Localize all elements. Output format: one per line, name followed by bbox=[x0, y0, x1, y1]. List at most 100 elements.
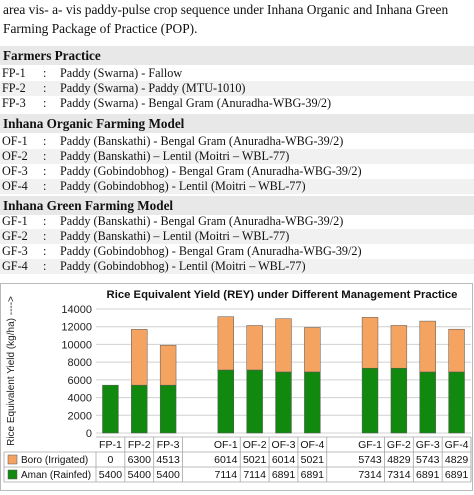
x-tick-label: GF-3 bbox=[416, 439, 440, 451]
rey-chart: Rice Equivalent Yield (REY) under Differ… bbox=[3, 289, 472, 483]
row-code: GF-1 bbox=[2, 214, 28, 228]
bar-segment bbox=[275, 318, 292, 373]
legend-swatch bbox=[7, 454, 18, 465]
row-description: Paddy (Banskathi) – Lentil (Moitri – WBL… bbox=[60, 149, 290, 163]
row-code: GF-3 bbox=[2, 244, 28, 258]
bar-segment bbox=[102, 384, 119, 434]
table-row: GF-4 : Paddy (Gobindobhog) - Lentil (Moi… bbox=[0, 259, 474, 274]
row-colon: : bbox=[43, 134, 47, 148]
table-row: GF-3 : Paddy (Gobindobhog) - Bengal Gram… bbox=[0, 244, 474, 259]
intro-line-2: Farming Package of Practice (POP). bbox=[3, 21, 198, 36]
row-code: OF-3 bbox=[2, 164, 28, 178]
table-row: GF-1 : Paddy (Banskathi) - Bengal Gram (… bbox=[0, 214, 474, 229]
data-label: 5743 bbox=[416, 454, 440, 466]
table-row: OF-4 : Paddy (Gobindobhog) - Lentil (Moi… bbox=[0, 179, 474, 194]
x-tick-label: GF-2 bbox=[387, 439, 411, 451]
bar-segment bbox=[246, 325, 263, 371]
table-row: FP-2 : Paddy (Swarna) - Paddy (MTU-1010) bbox=[0, 81, 474, 96]
data-label: 5021 bbox=[243, 454, 267, 466]
y-tick-label: 14000 bbox=[61, 304, 92, 316]
bar-segment bbox=[159, 384, 177, 434]
y-tick-label: 8000 bbox=[68, 357, 92, 369]
row-description: Paddy (Banskathi) - Bengal Gram (Anuradh… bbox=[60, 134, 344, 148]
table-row: OF-2 : Paddy (Banskathi) – Lentil (Moitr… bbox=[0, 149, 474, 164]
x-tick-label: FP-1 bbox=[99, 439, 122, 451]
bar-segment bbox=[390, 367, 408, 434]
data-label: 5743 bbox=[358, 454, 382, 466]
table-row: OF-3 : Paddy (Gobindobhog) - Bengal Gram… bbox=[0, 164, 474, 179]
data-label: 4829 bbox=[387, 454, 411, 466]
row-colon: : bbox=[43, 179, 47, 193]
bar-segment bbox=[419, 371, 436, 434]
data-label: 6891 bbox=[272, 469, 296, 481]
data-label: 6300 bbox=[128, 454, 152, 466]
bar-segment bbox=[448, 328, 465, 373]
y-tick-label: 6000 bbox=[68, 375, 92, 387]
row-description: Paddy (Gobindobhog) - Bengal Gram (Anura… bbox=[60, 244, 362, 258]
data-label: 7314 bbox=[358, 469, 382, 481]
data-label: 5400 bbox=[128, 469, 152, 481]
x-tick-label: FP-2 bbox=[128, 439, 151, 451]
bar-segment bbox=[448, 371, 465, 434]
row-description: Paddy (Banskathi) – Lentil (Moitri – WBL… bbox=[60, 229, 290, 243]
data-label: 7114 bbox=[243, 469, 266, 481]
bar-segment bbox=[304, 327, 321, 373]
x-tick-label: OF-4 bbox=[300, 439, 324, 451]
rey-chart-panel: Rice Equivalent Yield (REY) under Differ… bbox=[0, 283, 473, 491]
bar-segment bbox=[419, 320, 436, 373]
row-code: GF-2 bbox=[2, 229, 28, 243]
bar-segment bbox=[246, 369, 263, 434]
data-label: 4829 bbox=[445, 454, 469, 466]
x-tick-label: GF-1 bbox=[358, 439, 382, 451]
row-colon: : bbox=[43, 259, 47, 273]
x-tick-label: OF-2 bbox=[243, 439, 267, 451]
y-tick-label: 0 bbox=[86, 428, 92, 440]
row-colon: : bbox=[43, 149, 47, 163]
data-label: 6014 bbox=[214, 454, 238, 466]
data-label: 5021 bbox=[301, 454, 325, 466]
row-code: OF-1 bbox=[2, 134, 28, 148]
table-row: OF-1 : Paddy (Banskathi) - Bengal Gram (… bbox=[0, 134, 474, 149]
row-description: Paddy (Gobindobhog) - Lentil (Moitri – W… bbox=[60, 259, 306, 273]
row-description: Paddy (Gobindobhog) - Bengal Gram (Anura… bbox=[60, 164, 362, 178]
bar-segment bbox=[361, 317, 379, 369]
green-model-heading: Inhana Green Farming Model bbox=[0, 196, 474, 215]
y-tick-label: 4000 bbox=[68, 393, 92, 405]
legend-swatch bbox=[7, 469, 18, 480]
row-description: Paddy (Swarna) - Fallow bbox=[60, 66, 183, 80]
row-description: Paddy (Gobindobhog) - Lentil (Moitri – W… bbox=[60, 179, 306, 193]
row-code: OF-2 bbox=[2, 149, 28, 163]
bar-segment bbox=[361, 367, 379, 434]
intro-line-1: area vis- a- vis paddy-pulse crop sequen… bbox=[3, 2, 449, 17]
organic-model-heading: Inhana Organic Farming Model bbox=[0, 114, 474, 133]
row-description: Paddy (Banskathi) - Bengal Gram (Anuradh… bbox=[60, 214, 344, 228]
row-description: Paddy (Swarna) - Bengal Gram (Anuradha-W… bbox=[60, 96, 332, 110]
row-colon: : bbox=[43, 81, 47, 95]
table-row: FP-3 : Paddy (Swarna) - Bengal Gram (Anu… bbox=[0, 96, 474, 111]
row-colon: : bbox=[43, 244, 47, 258]
intro-text: area vis- a- vis paddy-pulse crop sequen… bbox=[3, 0, 473, 38]
table-row: FP-1 : Paddy (Swarna) - Fallow bbox=[0, 66, 474, 81]
bar-segment bbox=[390, 325, 408, 369]
legend-label: Aman (Rainfed) bbox=[21, 470, 91, 481]
x-tick-label: GF-4 bbox=[445, 439, 469, 451]
row-colon: : bbox=[43, 229, 47, 243]
bar-segment bbox=[217, 316, 234, 371]
bar-segment bbox=[217, 369, 234, 434]
y-tick-label: 12000 bbox=[61, 322, 92, 334]
legend-label: Boro (Irrigated) bbox=[21, 455, 88, 466]
x-tick-label: FP-3 bbox=[157, 439, 180, 451]
y-tick-label: 2000 bbox=[68, 410, 92, 422]
row-colon: : bbox=[43, 96, 47, 110]
bar-segment bbox=[275, 371, 292, 434]
x-tick-label: OF-1 bbox=[214, 439, 238, 451]
chart-title: Rice Equivalent Yield (REY) under Differ… bbox=[107, 289, 458, 301]
row-colon: : bbox=[43, 164, 47, 178]
data-label: 6014 bbox=[272, 454, 296, 466]
bar-segment bbox=[131, 384, 148, 434]
x-tick-label: OF-3 bbox=[272, 439, 296, 451]
bar-segment bbox=[304, 371, 321, 434]
row-description: Paddy (Swarna) - Paddy (MTU-1010) bbox=[60, 81, 246, 95]
data-label: 6891 bbox=[301, 469, 325, 481]
farmers-practice-heading: Farmers Practice bbox=[0, 46, 474, 65]
